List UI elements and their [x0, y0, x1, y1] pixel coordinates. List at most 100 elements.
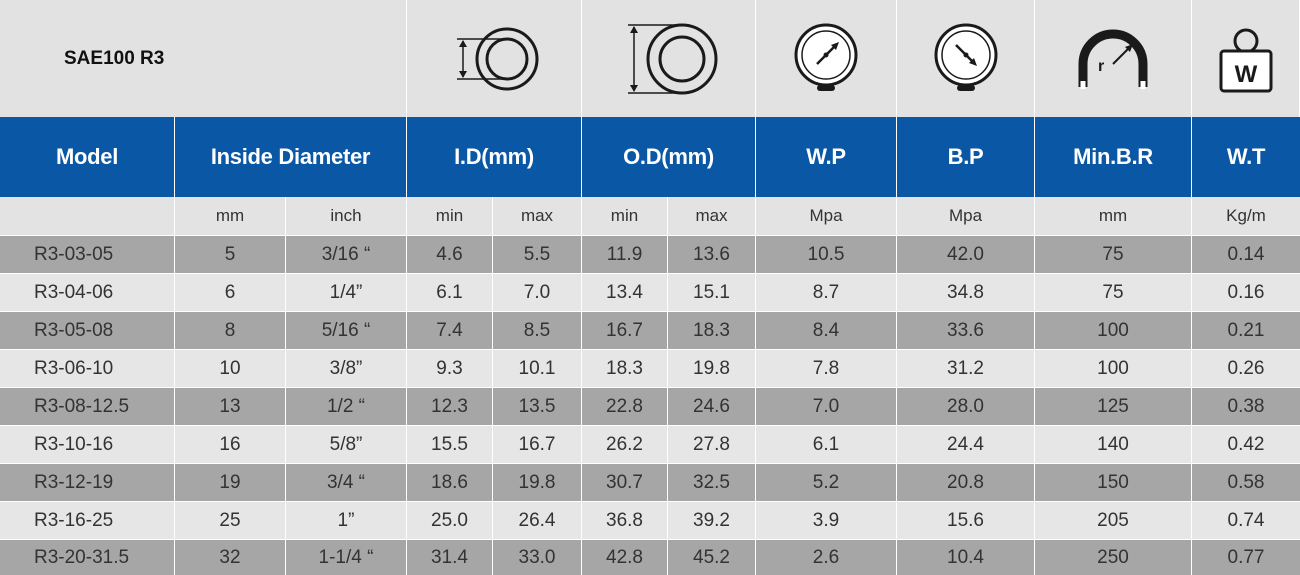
header-model: Model	[0, 117, 175, 197]
cell-model: R3-20-31.5	[0, 540, 175, 575]
cell-inch: 1/2 “	[286, 388, 407, 425]
cell-id-min: 4.6	[407, 236, 493, 273]
cell-model: R3-04-06	[0, 274, 175, 311]
cell-bp: 28.0	[897, 388, 1035, 425]
bend-radius-label: r	[1098, 58, 1104, 75]
cell-model: R3-05-08	[0, 312, 175, 349]
table-row: R3-12-19 19 3/4 “ 18.6 19.8 30.7 32.5 5.…	[0, 463, 1300, 501]
unit-id-max: max	[493, 197, 582, 235]
burst-pressure-gauge-icon	[897, 0, 1035, 117]
table-row: R3-04-06 6 1/4” 6.1 7.0 13.4 15.1 8.7 34…	[0, 273, 1300, 311]
cell-od-min: 13.4	[582, 274, 668, 311]
cell-id-min: 31.4	[407, 540, 493, 575]
outer-diameter-icon	[582, 0, 756, 117]
cell-mm: 19	[175, 464, 286, 501]
table-title: SAE100 R3	[0, 0, 407, 117]
cell-wp: 8.7	[756, 274, 897, 311]
cell-min-br: 100	[1035, 350, 1192, 387]
cell-wt: 0.58	[1227, 471, 1265, 493]
unit-id-min: min	[407, 197, 493, 235]
cell-od-max: 45.2	[668, 540, 756, 575]
cell-od-max: 18.3	[668, 312, 756, 349]
cell-mm: 32	[175, 540, 286, 575]
cell-wt: 0.77	[1227, 546, 1265, 568]
cell-wp: 8.4	[756, 312, 897, 349]
cell-id-max: 13.5	[493, 388, 582, 425]
cell-min-br: 150	[1035, 464, 1192, 501]
cell-od-max: 19.8	[668, 350, 756, 387]
cell-min-br: 140	[1035, 426, 1192, 463]
cell-od-min: 22.8	[582, 388, 668, 425]
cell-inch: 5/8”	[286, 426, 407, 463]
cell-od-max: 24.6	[668, 388, 756, 425]
header-wt: W.T	[1226, 144, 1266, 169]
weight-icon: W	[1192, 0, 1300, 117]
cell-od-min: 16.7	[582, 312, 668, 349]
unit-mm: mm	[175, 197, 286, 235]
cell-id-max: 5.5	[493, 236, 582, 273]
cell-id-min: 25.0	[407, 502, 493, 539]
unit-wt: Kg/m	[1226, 206, 1266, 225]
cell-wp: 7.8	[756, 350, 897, 387]
header-row: Model Inside Diameter I.D(mm) O.D(mm) W.…	[0, 117, 1300, 197]
cell-wp: 10.5	[756, 236, 897, 273]
cell-inch: 1/4”	[286, 274, 407, 311]
unit-model	[0, 197, 175, 235]
cell-id-max: 10.1	[493, 350, 582, 387]
table-row: R3-16-25 25 1” 25.0 26.4 36.8 39.2 3.9 1…	[0, 501, 1300, 539]
cell-bp: 20.8	[897, 464, 1035, 501]
cell-od-min: 42.8	[582, 540, 668, 575]
cell-wt: 0.16	[1227, 281, 1265, 303]
cell-model: R3-10-16	[0, 426, 175, 463]
cell-od-min: 26.2	[582, 426, 668, 463]
header-min-br: Min.B.R	[1035, 117, 1192, 197]
cell-od-min: 11.9	[582, 236, 668, 273]
working-pressure-gauge-icon	[756, 0, 897, 117]
cell-mm: 13	[175, 388, 286, 425]
cell-bp: 10.4	[897, 540, 1035, 575]
unit-bp: Mpa	[897, 197, 1035, 235]
table-row: R3-08-12.5 13 1/2 “ 12.3 13.5 22.8 24.6 …	[0, 387, 1300, 425]
inner-diameter-icon	[407, 0, 582, 117]
cell-wp: 7.0	[756, 388, 897, 425]
cell-bp: 31.2	[897, 350, 1035, 387]
cell-min-br: 75	[1035, 274, 1192, 311]
cell-id-max: 26.4	[493, 502, 582, 539]
cell-min-br: 75	[1035, 236, 1192, 273]
weight-label: W	[1234, 61, 1257, 88]
cell-wp: 2.6	[756, 540, 897, 575]
table-row: R3-20-31.5 32 1-1/4 “ 31.4 33.0 42.8 45.…	[0, 539, 1300, 575]
cell-od-min: 36.8	[582, 502, 668, 539]
table-row: R3-06-10 10 3/8” 9.3 10.1 18.3 19.8 7.8 …	[0, 349, 1300, 387]
cell-wt: 0.26	[1227, 357, 1265, 379]
cell-bp: 34.8	[897, 274, 1035, 311]
cell-wt: 0.74	[1227, 509, 1265, 531]
cell-model: R3-03-05	[0, 236, 175, 273]
cell-model: R3-16-25	[0, 502, 175, 539]
cell-wp: 5.2	[756, 464, 897, 501]
cell-od-max: 13.6	[668, 236, 756, 273]
cell-wt: 0.42	[1227, 433, 1265, 455]
cell-bp: 42.0	[897, 236, 1035, 273]
header-inside-diameter: Inside Diameter	[175, 117, 407, 197]
cell-wt: 0.14	[1227, 243, 1265, 265]
cell-id-min: 9.3	[407, 350, 493, 387]
unit-row: mm inch min max min max Mpa Mpa mm Kg/m	[0, 197, 1300, 235]
cell-id-max: 19.8	[493, 464, 582, 501]
table-row: R3-03-05 5 3/16 “ 4.6 5.5 11.9 13.6 10.5…	[0, 235, 1300, 273]
cell-mm: 5	[175, 236, 286, 273]
table-row: R3-05-08 8 5/16 “ 7.4 8.5 16.7 18.3 8.4 …	[0, 311, 1300, 349]
icon-bar: SAE100 R3	[0, 0, 1300, 117]
cell-min-br: 100	[1035, 312, 1192, 349]
cell-od-max: 27.8	[668, 426, 756, 463]
cell-mm: 10	[175, 350, 286, 387]
cell-bp: 15.6	[897, 502, 1035, 539]
cell-inch: 5/16 “	[286, 312, 407, 349]
cell-inch: 1”	[286, 502, 407, 539]
cell-id-max: 33.0	[493, 540, 582, 575]
cell-wt: 0.21	[1227, 319, 1265, 341]
unit-od-min: min	[582, 197, 668, 235]
cell-id-min: 18.6	[407, 464, 493, 501]
cell-min-br: 125	[1035, 388, 1192, 425]
